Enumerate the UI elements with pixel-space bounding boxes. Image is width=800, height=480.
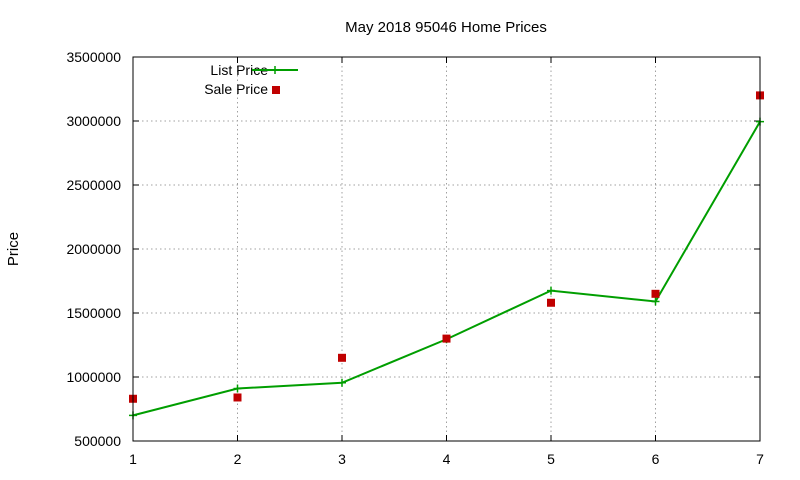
sale-price-point [547, 298, 555, 307]
sale-price-point [338, 353, 346, 362]
y-tick-label: 500000 [74, 433, 121, 449]
legend: List Price Sale Price [204, 62, 298, 97]
legend-marker-list-price [271, 66, 279, 74]
x-tick-label: 7 [756, 451, 764, 467]
plot-frame [132, 56, 761, 442]
axis-ticks: 500000 1000000 1500000 2000000 2500000 300000… [66, 49, 764, 467]
list-price-point [233, 384, 242, 393]
legend-label-sale-price: Sale Price [204, 81, 268, 97]
legend-plus [271, 66, 279, 74]
legend-label-list-price: List Price [210, 62, 268, 78]
y-tick-label: 2500000 [66, 177, 121, 193]
y-tick-label: 1000000 [66, 369, 121, 385]
x-tick-label: 2 [234, 451, 242, 467]
sale-price-point [442, 334, 451, 343]
y-tick-label: 2000000 [66, 241, 121, 257]
y-tick-label: 3000000 [66, 113, 121, 129]
y-tick-label: 3500000 [66, 49, 121, 65]
list-price-point [651, 297, 660, 306]
chart-title: May 2018 95046 Home Prices [345, 19, 547, 36]
grid-lines [133, 57, 760, 441]
x-tick-label: 1 [129, 451, 137, 467]
x-tick-label: 5 [547, 451, 555, 467]
list-price-point [547, 286, 555, 295]
list-price-point [338, 378, 346, 387]
legend-marker-sale-price [272, 86, 280, 94]
x-tick-label: 6 [652, 451, 660, 467]
y-tick-label: 1500000 [66, 305, 121, 321]
x-tick-label: 3 [338, 451, 346, 467]
x-tick-label: 4 [443, 451, 451, 467]
sale-price-point [651, 289, 660, 298]
sale-price-point [233, 393, 242, 402]
y-axis-label: Price [5, 232, 22, 266]
